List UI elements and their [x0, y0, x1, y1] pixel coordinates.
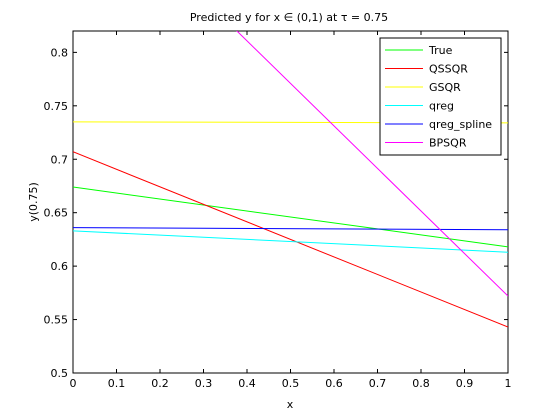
x-tick-label: 0.8: [412, 377, 430, 390]
y-tick-label: 0.75: [44, 100, 69, 113]
x-tick-label: 0.3: [195, 377, 213, 390]
x-tick-label: 0.9: [456, 377, 474, 390]
y-tick-label: 0.65: [44, 207, 69, 220]
legend-label: True: [428, 44, 453, 57]
y-axis-label: y(0.75): [27, 182, 40, 222]
series-line-qreg: [73, 230, 508, 253]
x-tick-label: 0.1: [108, 377, 126, 390]
legend: [379, 37, 502, 156]
series-line-qssqr: [73, 151, 508, 328]
chart-title: Predicted y for x ∈ (0,1) at τ = 0.75: [190, 11, 388, 24]
legend-label: qreg_spline: [429, 118, 492, 131]
x-tick-label: 0.7: [369, 377, 387, 390]
y-tick-label: 0.8: [51, 46, 69, 59]
y-tick-label: 0.6: [51, 260, 69, 273]
legend-label: qreg: [429, 100, 454, 113]
x-tick-label: 0: [70, 377, 77, 390]
legend-label: GSQR: [429, 81, 461, 94]
x-tick-label: 0.2: [151, 377, 169, 390]
y-tick-label: 0.55: [44, 314, 69, 327]
y-tick-label: 0.7: [51, 153, 69, 166]
x-axis-label: x: [287, 398, 294, 411]
series-line-bpsqr: [236, 31, 508, 297]
series-line-true: [73, 186, 508, 248]
legend-label: QSSQR: [429, 63, 468, 76]
y-tick-label: 0.5: [51, 367, 69, 380]
x-tick-label: 0.5: [282, 377, 300, 390]
x-tick-label: 0.6: [325, 377, 343, 390]
legend-label: BPSQR: [429, 137, 467, 150]
x-tick-label: 1: [505, 377, 512, 390]
series-line-qreg-spline: [73, 227, 508, 231]
x-tick-label: 0.4: [238, 377, 256, 390]
